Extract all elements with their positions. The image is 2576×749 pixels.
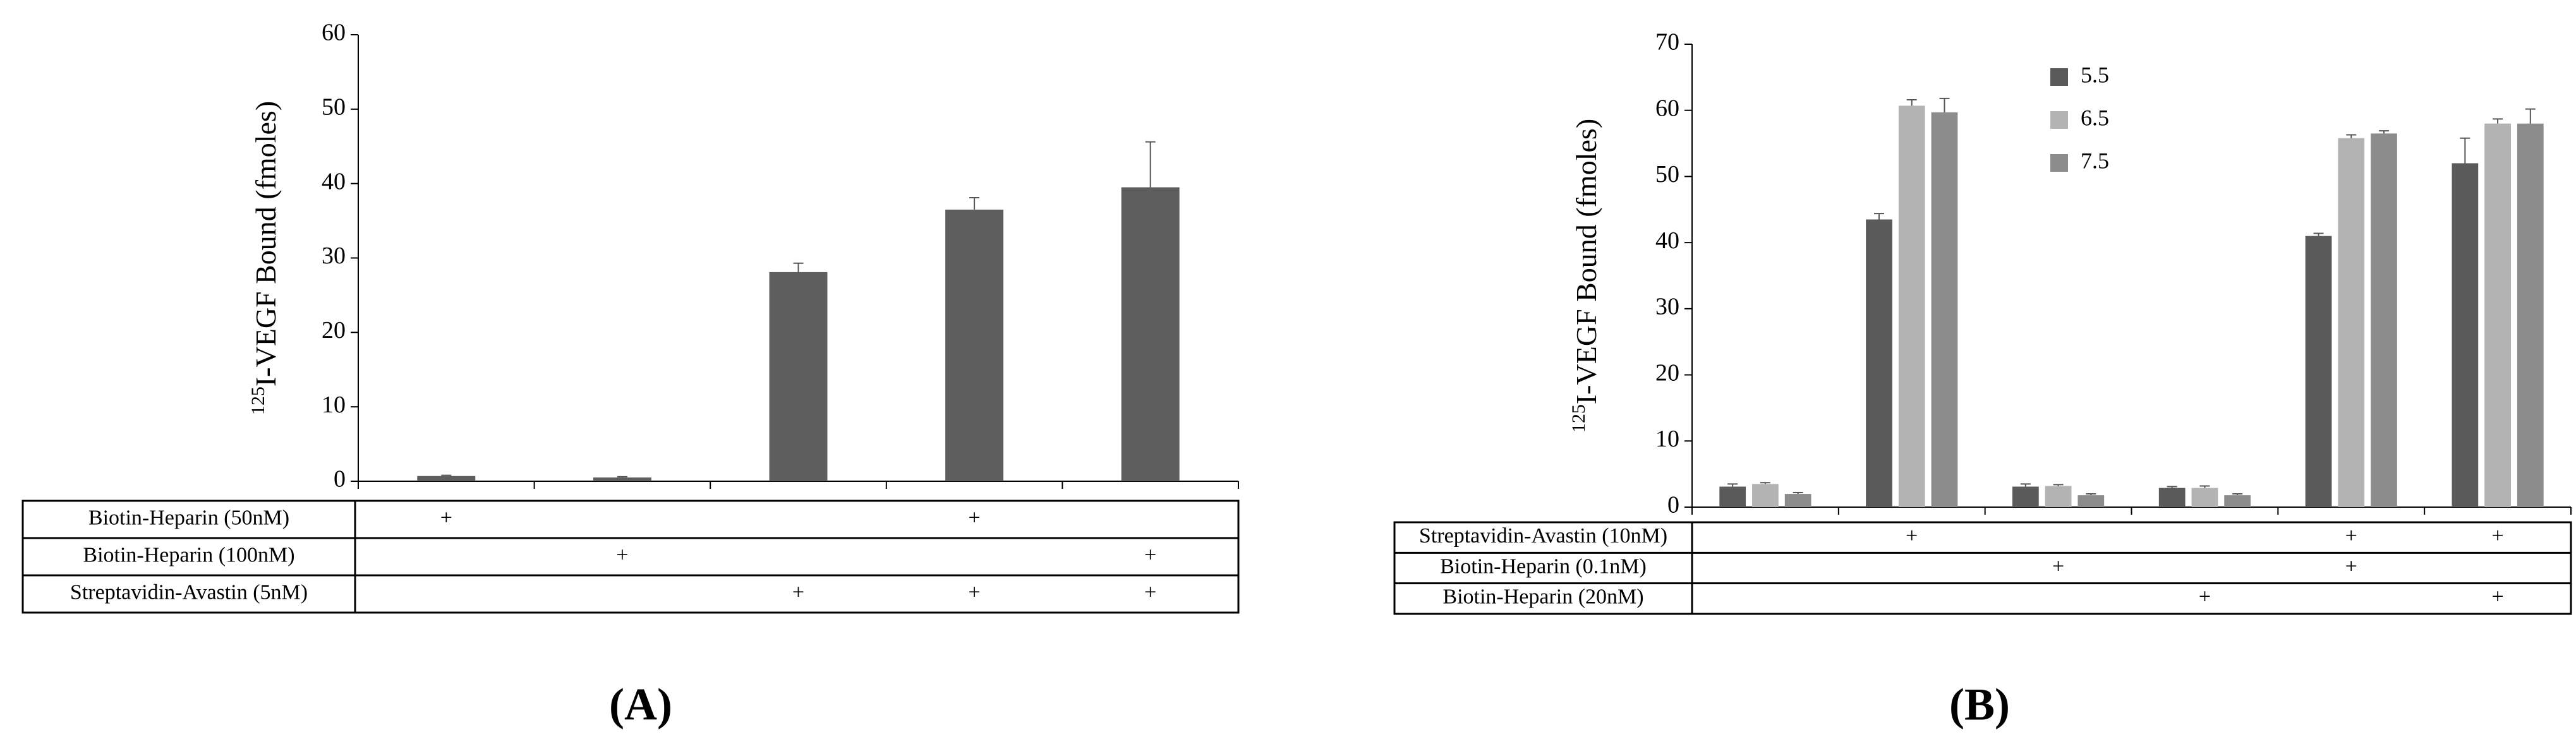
condition-mark: +: [1144, 580, 1156, 604]
bar: [2191, 488, 2218, 507]
bar: [1784, 494, 1811, 507]
y-tick-label: 20: [322, 317, 346, 344]
condition-mark: +: [2345, 524, 2357, 548]
panel-label: (A): [609, 680, 672, 730]
error-bar: [793, 262, 804, 272]
y-tick-label: 10: [1655, 426, 1679, 452]
condition-mark: +: [2052, 554, 2064, 578]
condition-mark: +: [1906, 524, 1918, 548]
bar: [945, 209, 1004, 481]
legend-label: 7.5: [2081, 148, 2109, 173]
y-axis-label-sup: 125: [1568, 404, 1589, 433]
bar: [1121, 187, 1180, 481]
bar: [2045, 486, 2072, 507]
bar: [2484, 123, 2511, 507]
legend-label: 6.5: [2081, 105, 2109, 130]
condition-mark: +: [969, 506, 981, 529]
table-border: [1393, 521, 2572, 615]
y-tick-label: 0: [1667, 492, 1679, 518]
y-tick-label: 60: [1655, 95, 1679, 121]
condition-mark: +: [2199, 585, 2211, 609]
panel-label: (B): [1949, 680, 2010, 730]
error-bar: [2232, 493, 2243, 496]
bar: [1719, 486, 1746, 507]
y-tick-label: 30: [322, 243, 346, 269]
error-bar: [2199, 485, 2210, 488]
error-bar: [2167, 486, 2177, 488]
bar: [1866, 219, 1892, 507]
error-bar: [2346, 134, 2357, 138]
condition-mark: +: [440, 506, 452, 529]
condition-mark: +: [1144, 543, 1156, 566]
bar: [593, 477, 651, 481]
condition-mark: +: [616, 543, 628, 566]
y-axis-label-text: I-VEGF Bound (fmoles): [250, 101, 282, 386]
y-tick-label: 50: [322, 94, 346, 121]
error-bar: [1760, 482, 1770, 484]
legend-swatch: [2050, 68, 2068, 86]
y-tick-label: 40: [322, 168, 346, 195]
bar: [2338, 138, 2365, 508]
y-axis-label-sup: 125: [248, 386, 269, 415]
error-bar: [1906, 99, 1917, 106]
condition-mark: +: [969, 580, 981, 604]
y-tick-label: 0: [334, 466, 346, 493]
y-tick-label: 60: [322, 20, 346, 46]
error-bar: [2460, 137, 2470, 164]
legend-swatch: [2050, 111, 2068, 129]
error-bar: [2525, 108, 2536, 124]
error-bar: [2086, 493, 2096, 496]
y-axis-label: 125I-VEGF Bound (fmoles): [248, 101, 282, 415]
bar: [769, 272, 828, 481]
condition-label: Streptavidin-Avastin (10nM): [1419, 524, 1667, 548]
error-bar: [1874, 213, 1885, 220]
y-tick-label: 30: [1655, 294, 1679, 320]
condition-label: Biotin-Heparin (20nM): [1442, 585, 1643, 609]
bar: [2158, 488, 2186, 507]
condition-mark: +: [2491, 585, 2503, 609]
condition-label: Biotin-Heparin (50nM): [88, 506, 289, 529]
table-border: [21, 500, 1240, 614]
bar: [2517, 123, 2544, 507]
y-tick-label: 10: [322, 392, 346, 418]
error-bar: [1727, 483, 1738, 487]
condition-label: Biotin-Heparin (0.1nM): [1440, 554, 1647, 578]
y-tick-label: 20: [1655, 359, 1679, 386]
bar: [2305, 236, 2332, 507]
y-tick-label: 50: [1655, 161, 1679, 188]
error-bar: [2313, 232, 2324, 236]
condition-mark: +: [2345, 554, 2357, 578]
y-axis-label: 125I-VEGF Bound (fmoles): [1568, 119, 1602, 433]
error-bar: [1939, 97, 1950, 112]
error-bar: [969, 197, 980, 210]
bar: [417, 476, 476, 481]
bar: [2224, 495, 2251, 507]
condition-label: Streptavidin-Avastin (5nM): [70, 580, 308, 604]
bar: [2077, 495, 2105, 507]
legend-swatch: [2050, 154, 2068, 172]
bar: [2371, 133, 2397, 508]
error-bar: [2378, 130, 2389, 134]
y-axis-label-text: I-VEGF Bound (fmoles): [1570, 119, 1602, 404]
y-tick-label: 70: [1655, 29, 1679, 56]
error-bar: [2493, 118, 2503, 124]
bar: [1752, 484, 1779, 507]
error-bar: [2020, 483, 2031, 487]
condition-label: Biotin-Heparin (100nM): [83, 543, 294, 566]
bar: [1931, 112, 1958, 507]
condition-mark: +: [2491, 524, 2503, 548]
error-bar: [1793, 491, 1803, 494]
y-tick-label: 40: [1655, 227, 1679, 254]
error-bar: [1145, 141, 1156, 188]
bar: [2012, 486, 2039, 507]
bar: [2452, 163, 2479, 507]
bar: [1898, 105, 1925, 508]
condition-mark: +: [792, 580, 804, 604]
error-bar: [2053, 484, 2064, 486]
legend-label: 5.5: [2081, 62, 2109, 87]
